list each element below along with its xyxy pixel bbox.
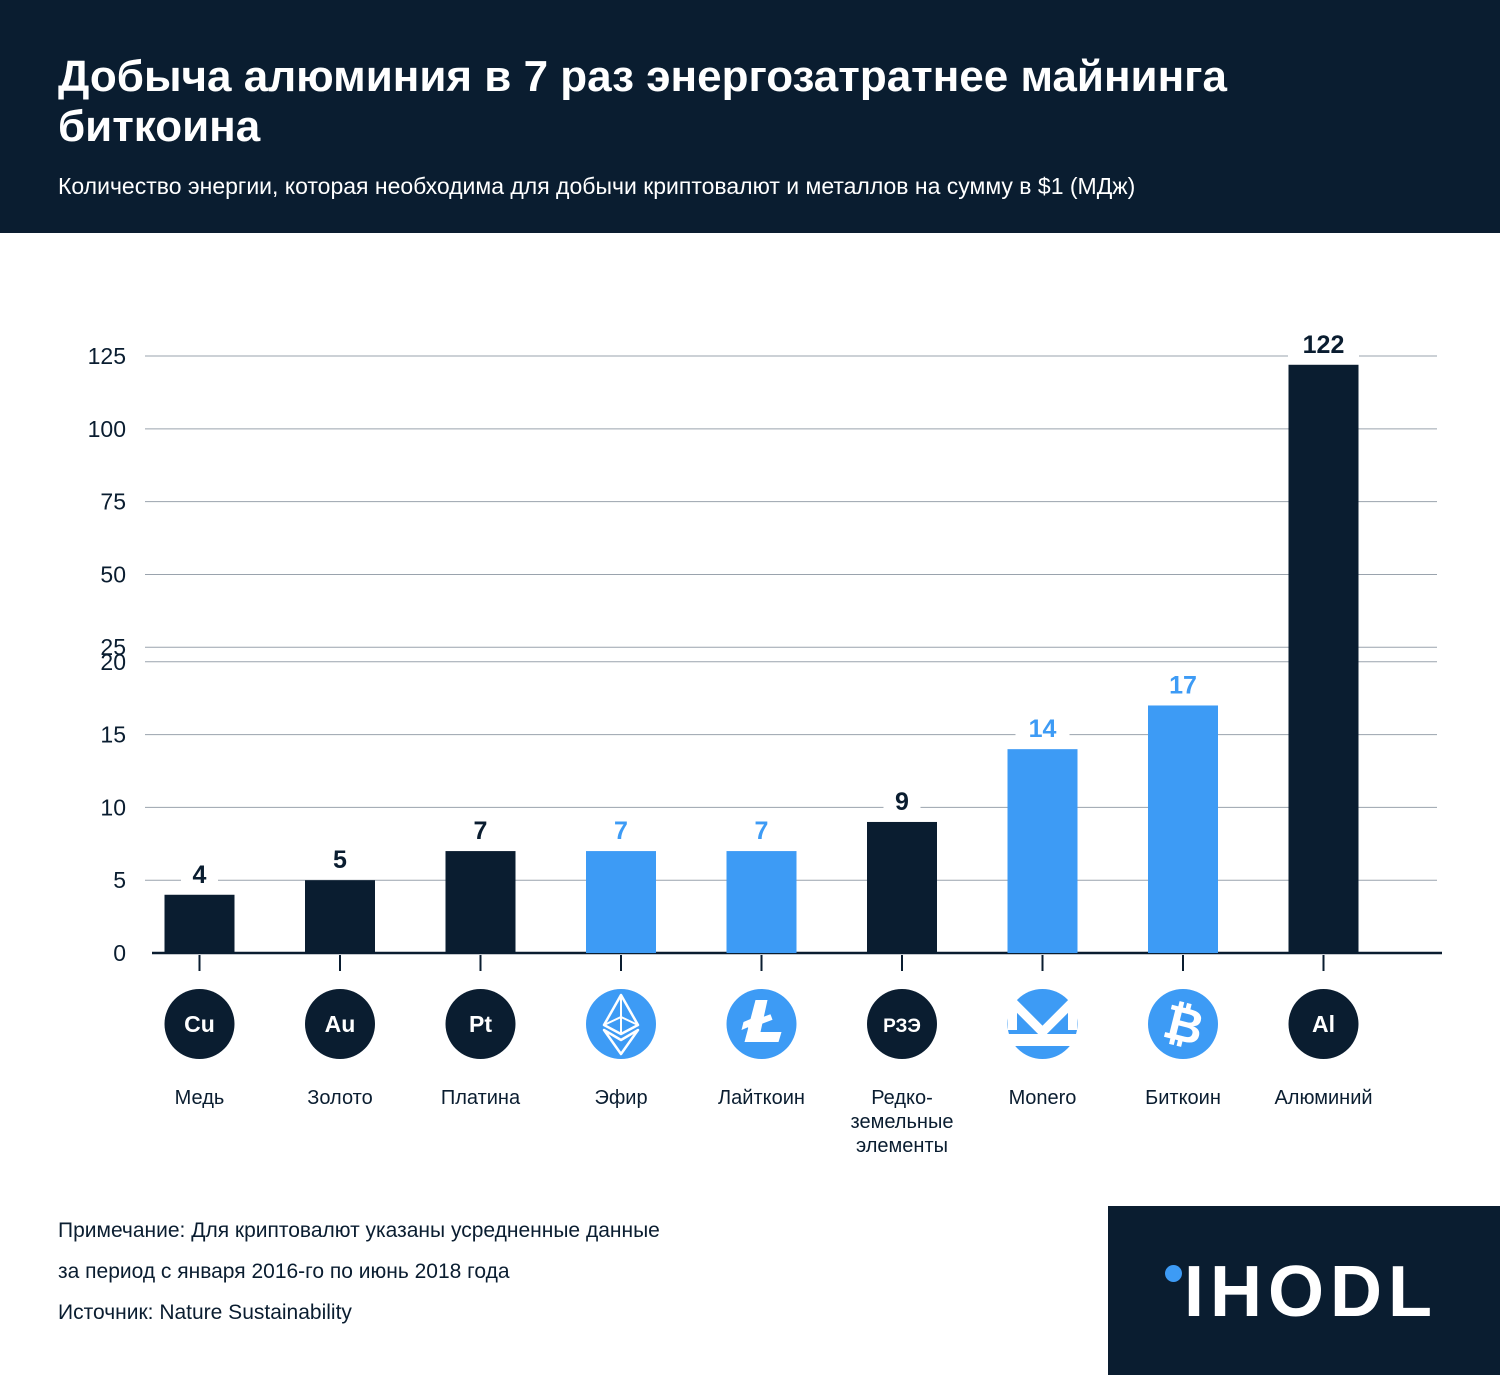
aluminium-icon xyxy=(1288,989,1359,1059)
bar xyxy=(1288,364,1359,953)
y-tick-label: 20 xyxy=(100,649,126,675)
bar xyxy=(867,821,937,953)
value-label: 17 xyxy=(1169,671,1197,699)
category-label: элементы xyxy=(856,1135,948,1157)
category-label: Платина xyxy=(441,1087,521,1109)
header: Добыча алюминия в 7 раз энергозатратнее … xyxy=(0,0,1500,233)
y-tick-label: 0 xyxy=(113,940,126,966)
page-title: Добыча алюминия в 7 раз энергозатратнее … xyxy=(58,52,1227,151)
y-tick-label: 25 xyxy=(100,634,126,660)
value-label-bg xyxy=(321,844,359,875)
element-symbol: Pt xyxy=(469,1011,492,1037)
y-tick-label: 5 xyxy=(113,867,126,893)
y-tick-label: 50 xyxy=(100,561,126,587)
value-label: 14 xyxy=(1029,715,1057,743)
footnotes: Примечание: Для криптовалют указаны усре… xyxy=(58,1218,660,1341)
value-label-bg xyxy=(883,785,921,816)
value-label: 4 xyxy=(193,861,207,889)
value-label: 122 xyxy=(1303,331,1345,359)
note-line-1: Примечание: Для криптовалют указаны усре… xyxy=(58,1219,660,1242)
source-line: Источник: Nature Sustainability xyxy=(58,1301,352,1324)
bar xyxy=(586,851,656,953)
category-label: земельные xyxy=(851,1111,954,1133)
element-symbol: Al xyxy=(1312,1011,1335,1037)
bar xyxy=(305,880,375,953)
category-label: Биткоин xyxy=(1145,1087,1221,1109)
value-label-bg xyxy=(1015,713,1070,744)
value-label: 5 xyxy=(333,846,347,874)
ihodl-logo xyxy=(1108,1206,1500,1375)
category-label: Медь xyxy=(175,1087,225,1109)
value-label-bg xyxy=(462,815,499,846)
category-label: Редко- xyxy=(871,1087,933,1109)
monero-icon xyxy=(1006,989,1079,1059)
value-label-bg xyxy=(1288,328,1359,359)
category-label: Monero xyxy=(1009,1087,1077,1109)
element-symbol: Au xyxy=(325,1011,356,1037)
bar xyxy=(1007,749,1078,953)
bar xyxy=(1148,705,1218,953)
value-label: 9 xyxy=(895,788,909,816)
category-label: Эфир xyxy=(594,1087,647,1109)
page-subtitle: Количество энергии, которая необходима д… xyxy=(58,173,1136,199)
ethereum-icon xyxy=(586,989,656,1059)
y-tick-label: 100 xyxy=(88,416,126,442)
y-tick-label: 75 xyxy=(100,489,126,515)
value-label: 7 xyxy=(474,817,488,845)
logo-dot-icon xyxy=(1165,1265,1182,1282)
logo-text: IHODL xyxy=(1184,1252,1438,1332)
y-tick-label: 125 xyxy=(88,343,126,369)
category-label: Золото xyxy=(307,1087,372,1109)
element-symbol: РЗЭ xyxy=(883,1016,921,1037)
y-tick-label: 15 xyxy=(100,722,126,748)
category-label: Алюминий xyxy=(1274,1087,1372,1109)
note-line-2: за период с января 2016-го по июнь 2018 … xyxy=(58,1260,510,1283)
value-label: 7 xyxy=(614,817,628,845)
bar xyxy=(445,851,516,953)
rare-earth-icon xyxy=(867,989,937,1059)
litecoin-icon xyxy=(726,989,797,1059)
bitcoin-icon: ₿ xyxy=(1148,989,1218,1059)
category-label: Лайткоин xyxy=(718,1087,805,1109)
gold-icon xyxy=(305,989,375,1059)
element-symbol: Cu xyxy=(184,1011,215,1037)
bar xyxy=(164,894,235,953)
value-label-bg xyxy=(1156,669,1210,700)
y-tick-label: 10 xyxy=(100,794,126,820)
value-label-bg xyxy=(743,815,780,846)
copper-icon xyxy=(164,989,235,1059)
platinum-icon xyxy=(445,989,516,1059)
value-label-bg xyxy=(181,858,218,889)
value-label: 7 xyxy=(755,817,769,845)
bar xyxy=(726,851,797,953)
value-label-bg xyxy=(602,815,640,846)
